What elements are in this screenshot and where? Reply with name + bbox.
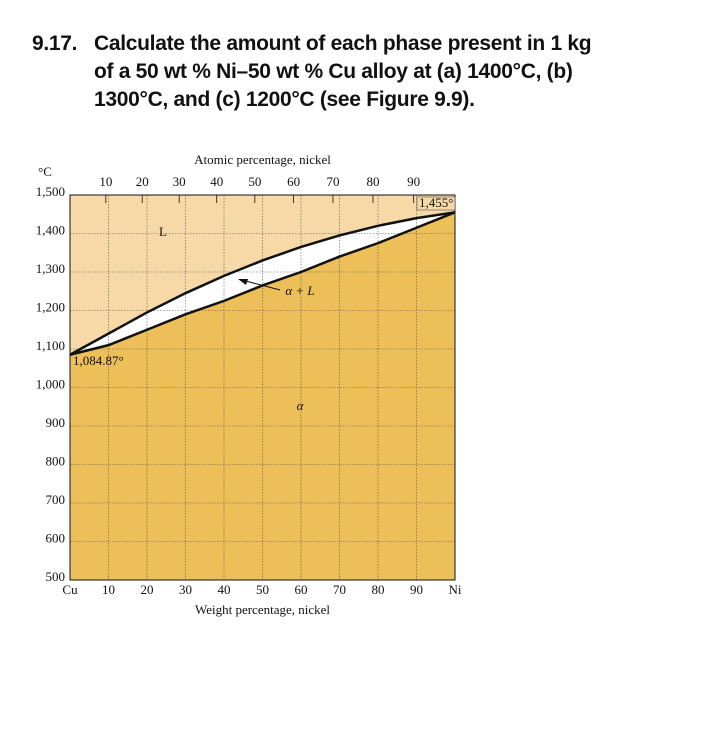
x2-tick-label: 30 [173,174,186,189]
region-label: α + L [285,283,314,298]
y-tick-label: 800 [46,453,66,468]
x2-tick-label: 40 [210,174,223,189]
x2-tick-label: 10 [99,174,112,189]
y-tick-label: 600 [46,530,66,545]
annotation-box [416,196,456,211]
problem-number: 9.17. [32,32,78,55]
x2-tick-label: 50 [248,174,261,189]
x2-tick-label: 70 [326,174,339,189]
problem-line: Calculate the amount of each phase prese… [94,32,592,55]
y-tick-label: 700 [46,492,66,507]
x-tick-label: 60 [295,582,308,597]
y-tick-label: 1,400 [36,222,65,237]
x-tick-label: 70 [333,582,346,597]
x2-tick-label: 60 [287,174,300,189]
x-tick-label: 50 [256,582,269,597]
y-tick-label: 1,000 [36,376,65,391]
foreground: 500 600 700 800 900 1,000 1,100 1,200 1,300 1,400… [36,152,462,617]
x-tick-label: 20 [141,582,154,597]
plot-frame [69,194,456,581]
x-tick-label: Ni [449,582,462,597]
x2-tick-label: 90 [407,174,420,189]
x-tick-label: 10 [102,582,115,597]
problem-text: Calculate the amount of each phase prese… [94,30,692,114]
x2-axis-title: Atomic percentage, nickel [194,152,331,167]
y-tick-label: 1,200 [36,299,65,314]
y-tick-label: 500 [46,569,66,584]
x-tick-label: 80 [372,582,385,597]
y-tick-label: 1,100 [36,338,65,353]
region-label: α [297,398,305,413]
y-axis-title: °C [38,164,52,179]
problem: 9.17. Calculate the amount of each phase… [32,30,692,114]
x-tick-label: 30 [179,582,192,597]
y-tick-label: 1,500 [36,184,65,199]
x2-tick-label: 20 [136,174,149,189]
x-tick-label: 40 [218,582,231,597]
region-two-phase [70,212,455,355]
problem-line: 1300°C, and (c) 1200°C (see Figure 9.9). [94,88,475,111]
arrow-head [238,279,248,285]
x-axis-title: Weight percentage, nickel [195,602,330,617]
pointer-arrow [241,279,281,291]
annotation: 1,084.87° [73,353,124,368]
region-label: L [159,224,167,239]
x-tick-label: 90 [410,582,423,597]
x2-tick-label: 80 [366,174,379,189]
annotation: 1,455° [419,195,453,210]
problem-line: of a 50 wt % Ni–50 wt % Cu alloy at (a) … [94,60,573,83]
y-tick-label: 1,300 [36,261,65,276]
x-tick-label: Cu [62,582,78,597]
y-tick-label: 900 [46,415,66,430]
liquidus-line [69,211,456,356]
